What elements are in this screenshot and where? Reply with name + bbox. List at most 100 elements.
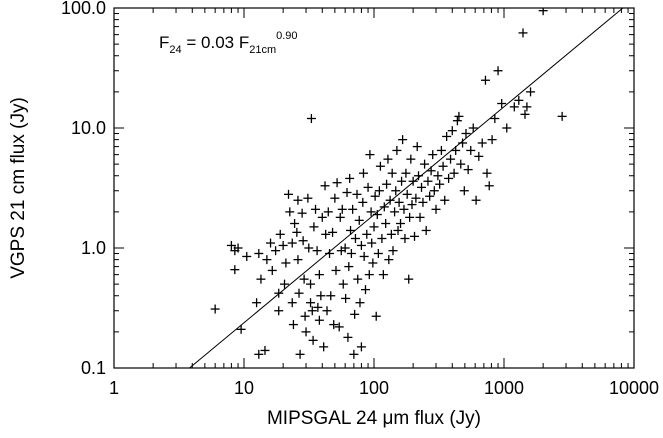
data-point <box>518 28 528 38</box>
data-point <box>393 225 403 235</box>
data-point <box>520 109 530 119</box>
data-point <box>363 182 373 192</box>
data-point <box>316 291 326 301</box>
data-point <box>463 165 473 175</box>
data-point <box>301 327 311 337</box>
data-point <box>274 288 284 298</box>
data-point <box>271 246 281 256</box>
data-point <box>384 255 394 265</box>
data-point <box>379 202 389 212</box>
data-point <box>346 225 356 235</box>
data-point <box>267 265 277 275</box>
data-point <box>335 212 345 222</box>
data-point <box>320 181 330 191</box>
data-point <box>417 182 427 192</box>
data-point <box>454 111 464 121</box>
data-point <box>242 251 252 261</box>
data-point <box>402 189 412 199</box>
data-point <box>313 302 323 312</box>
data-point <box>514 95 524 105</box>
data-point <box>331 265 341 275</box>
data-point <box>374 186 384 196</box>
data-point <box>355 298 365 308</box>
data-point <box>332 178 342 188</box>
y-tick-label: 100.0 <box>61 0 106 18</box>
data-point <box>354 215 364 225</box>
data-point <box>341 293 351 303</box>
data-point <box>435 179 445 189</box>
data-point <box>348 204 358 214</box>
fit-equation-annotation: F24 = 0.03 F21cm0.90 <box>159 30 298 56</box>
data-point <box>256 274 266 284</box>
data-point <box>338 279 348 289</box>
data-point <box>418 197 428 207</box>
data-point <box>356 240 366 250</box>
data-point <box>278 240 288 250</box>
data-point <box>382 179 392 189</box>
data-point <box>522 102 532 112</box>
data-point <box>431 204 441 214</box>
data-point <box>306 298 316 308</box>
data-point <box>466 145 476 155</box>
data-point <box>369 222 379 232</box>
data-point <box>352 189 362 199</box>
data-point <box>372 210 382 220</box>
data-point <box>326 291 336 301</box>
data-point <box>388 246 398 256</box>
data-point <box>306 113 316 123</box>
data-point <box>287 238 297 248</box>
data-point <box>410 231 420 241</box>
data-point <box>342 188 352 198</box>
data-point <box>371 311 381 321</box>
data-point <box>344 262 354 272</box>
data-point <box>360 285 370 295</box>
data-point <box>304 243 314 253</box>
data-point <box>293 255 303 265</box>
data-point <box>262 255 272 265</box>
data-point <box>451 145 461 155</box>
data-point <box>254 248 264 258</box>
data-point <box>449 168 459 178</box>
data-point <box>322 306 332 316</box>
data-point <box>280 279 290 289</box>
data-point <box>329 320 339 330</box>
data-point <box>373 248 383 258</box>
data-point <box>471 195 481 205</box>
data-point <box>426 166 436 176</box>
data-point <box>365 150 375 160</box>
x-tick-label: 10 <box>234 378 254 398</box>
data-point <box>323 207 333 217</box>
data-point <box>287 298 297 308</box>
data-point <box>288 320 298 330</box>
data-point <box>350 233 360 243</box>
data-point <box>343 332 353 342</box>
data-point <box>307 306 317 316</box>
data-point <box>358 197 368 207</box>
data-point <box>394 197 404 207</box>
data-point <box>312 246 322 256</box>
data-point <box>367 238 377 248</box>
data-point <box>442 131 452 141</box>
data-point <box>438 161 448 171</box>
data-point <box>411 193 421 203</box>
data-point <box>392 145 402 155</box>
data-point <box>490 113 500 123</box>
data-point <box>308 335 318 345</box>
data-point <box>497 99 507 109</box>
data-point <box>399 204 409 214</box>
data-point <box>325 248 335 258</box>
data-point <box>275 229 285 239</box>
data-point <box>377 233 387 243</box>
data-point <box>306 279 316 289</box>
data-point <box>400 233 410 243</box>
data-point <box>345 173 355 183</box>
x-tick-label: 100 <box>359 378 389 398</box>
data-point <box>294 288 304 298</box>
x-axis-label: MIPSGAL 24 μm flux (Jy) <box>267 408 481 429</box>
data-point <box>358 168 368 178</box>
data-point <box>446 154 456 164</box>
data-point <box>252 298 262 308</box>
data-point <box>319 342 329 352</box>
data-point <box>509 102 519 112</box>
data-point <box>404 274 414 284</box>
